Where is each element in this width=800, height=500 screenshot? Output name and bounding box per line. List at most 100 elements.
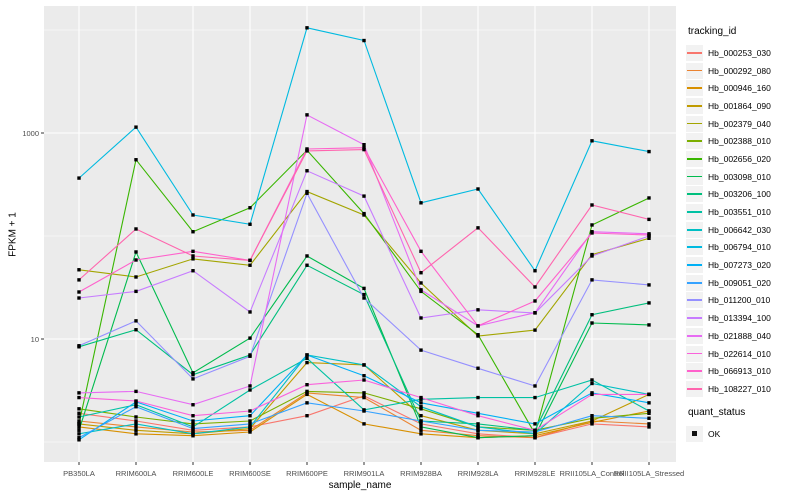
- legend-item-label: Hb_006794_010: [708, 242, 771, 253]
- data-point: [248, 430, 252, 434]
- legend-key-swatch: [686, 80, 703, 97]
- data-point: [419, 249, 423, 254]
- data-point: [305, 263, 309, 267]
- legend-item-quant-ok: OK: [686, 425, 798, 443]
- legend-item: Hb_003206_100: [686, 186, 798, 204]
- data-point: [476, 395, 480, 400]
- quant-ok-label: OK: [708, 428, 721, 439]
- data-point: [590, 414, 594, 418]
- legend-item: Hb_003098_010: [686, 168, 798, 186]
- data-point: [590, 321, 594, 325]
- legend-key-line-icon: [687, 140, 702, 143]
- data-point: [419, 425, 423, 429]
- data-point: [419, 316, 423, 320]
- data-point: [362, 147, 366, 152]
- data-point: [134, 405, 138, 409]
- data-point: [362, 296, 366, 300]
- data-point: [134, 428, 138, 432]
- legend-key-line-icon: [687, 104, 702, 107]
- legend-key-line-icon: [687, 228, 702, 231]
- data-point: [419, 401, 423, 405]
- data-point: [77, 268, 81, 272]
- data-point: [191, 419, 195, 423]
- data-point: [419, 271, 423, 275]
- data-point: [248, 354, 252, 358]
- data-point: [590, 416, 594, 420]
- legend-item-label: Hb_001864_090: [708, 100, 771, 111]
- data-point: [305, 392, 309, 397]
- data-point: [533, 311, 537, 315]
- x-tick-label: PB350LA: [63, 469, 95, 478]
- data-point: [134, 425, 138, 429]
- legend-item: Hb_021888_040: [686, 327, 798, 345]
- data-point: [419, 288, 423, 292]
- data-point: [134, 389, 138, 394]
- data-point: [476, 324, 480, 328]
- data-point: [362, 286, 366, 291]
- data-point: [590, 223, 594, 227]
- data-point: [419, 281, 423, 285]
- data-point: [647, 401, 651, 405]
- legend: tracking_id Hb_000253_030 Hb_000292_080 Hb…: [686, 26, 798, 442]
- data-point: [191, 254, 195, 258]
- data-point: [476, 308, 480, 312]
- data-point: [134, 415, 138, 419]
- data-point: [305, 353, 309, 357]
- data-point: [77, 428, 81, 432]
- data-point: [77, 176, 81, 180]
- legend-item-label: Hb_009051_020: [708, 277, 771, 288]
- legend-key-swatch: [686, 380, 703, 397]
- data-point: [476, 432, 480, 436]
- data-point: [191, 426, 195, 431]
- legend-key-line-icon: [687, 211, 702, 213]
- data-point: [476, 333, 480, 337]
- data-point: [362, 374, 366, 378]
- data-point: [305, 254, 309, 258]
- legend-item-label: Hb_021888_040: [708, 330, 771, 341]
- legend-item-label: Hb_000292_080: [708, 65, 771, 76]
- x-tick-label: RRIM928LE: [515, 469, 556, 478]
- data-point: [362, 391, 366, 395]
- data-point: [476, 366, 480, 370]
- data-point: [476, 422, 480, 426]
- plot-panel: [44, 6, 676, 462]
- x-axis-title: sample_name: [328, 480, 392, 491]
- legend-key-line-icon: [687, 299, 702, 302]
- data-point: [362, 194, 366, 198]
- data-point: [533, 384, 537, 388]
- data-point: [134, 432, 138, 436]
- data-point: [590, 313, 594, 317]
- data-point: [305, 147, 309, 151]
- data-point: [191, 230, 195, 234]
- data-point: [77, 425, 81, 429]
- legend-item: Hb_007273_020: [686, 256, 798, 274]
- legend-key-swatch: [686, 186, 703, 203]
- legend-key-line-icon: [687, 352, 702, 355]
- data-point: [305, 414, 309, 418]
- data-point: [191, 403, 195, 407]
- legend-key-line-icon: [687, 317, 702, 319]
- x-tick-label: RRIM600SE: [229, 469, 271, 478]
- legend-item-label: Hb_007273_020: [708, 260, 771, 271]
- data-point: [248, 336, 252, 340]
- legend-key-line-icon: [687, 264, 702, 266]
- legend-item: Hb_022614_010: [686, 345, 798, 363]
- data-point: [590, 231, 594, 235]
- data-point: [248, 414, 252, 418]
- data-point: [647, 323, 651, 327]
- data-point: [533, 328, 537, 332]
- data-point: [533, 432, 537, 436]
- data-point: [191, 377, 195, 381]
- data-point: [134, 275, 138, 279]
- data-point: [362, 363, 366, 367]
- data-point: [134, 158, 138, 162]
- legend-key-line-icon: [687, 281, 702, 284]
- data-point: [305, 383, 309, 387]
- data-point: [533, 422, 537, 426]
- data-point: [476, 428, 480, 432]
- data-point: [191, 422, 195, 426]
- data-point: [134, 258, 138, 262]
- legend-key-swatch: [686, 239, 703, 256]
- legend-key-swatch: [686, 133, 703, 150]
